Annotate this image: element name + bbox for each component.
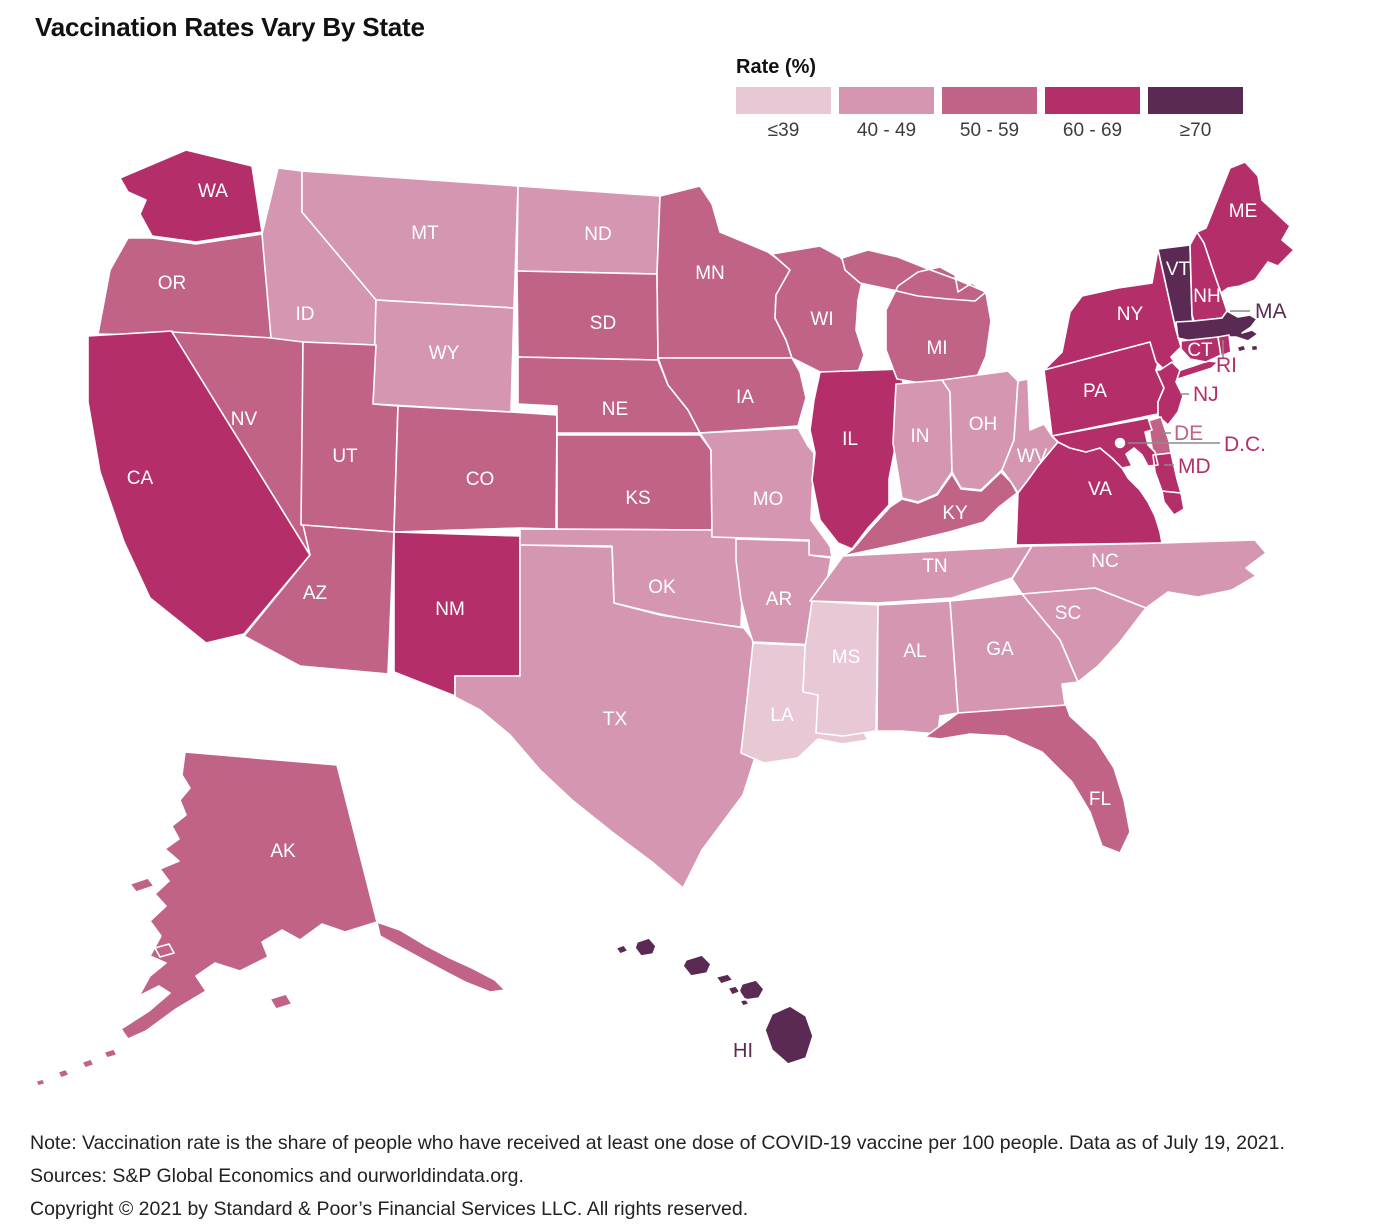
page-title: Vaccination Rates Vary By State: [35, 12, 425, 42]
legend-swatch-5: [1148, 87, 1243, 114]
legend-band-label-5: ≥70: [1179, 120, 1212, 141]
legend-band-5: ≥70: [1148, 87, 1243, 142]
state-label-sd: SD: [590, 313, 616, 334]
state-label-mn: MN: [695, 263, 725, 284]
state-label-ga: GA: [986, 639, 1014, 660]
state-label-nj: NJ: [1193, 383, 1219, 406]
state-label-in: IN: [911, 426, 930, 447]
state-label-wa: WA: [198, 181, 228, 202]
state-label-wi: WI: [810, 309, 833, 330]
state-label-al: AL: [903, 641, 926, 662]
legend-swatch-4: [1045, 87, 1140, 114]
state-sd: [516, 270, 659, 361]
state-ri: [1217, 334, 1232, 357]
state-label-ms: MS: [832, 647, 861, 668]
state-fl: [924, 704, 1131, 854]
state-mo: [699, 427, 833, 558]
state-ky: [842, 471, 1018, 557]
legend-swatch-3: [942, 87, 1037, 114]
state-label-ak: AK: [270, 841, 296, 862]
legend-band-label-2: 40 - 49: [856, 120, 917, 141]
state-wa: [119, 149, 263, 243]
legend-band-label-3: 50 - 59: [959, 120, 1020, 141]
state-label-nm: NM: [435, 599, 465, 620]
footer-sources: Sources: S&P Global Economics and ourwor…: [30, 1165, 524, 1187]
legend: Rate (%) ≤39 40 - 49 50 - 59 60 - 69 ≥70: [736, 56, 1256, 142]
state-label-mt: MT: [411, 223, 439, 244]
state-label-co: CO: [466, 469, 495, 490]
state-label-ar: AR: [766, 589, 792, 610]
state-label-de: DE: [1174, 422, 1203, 445]
legend-band-label-1: ≤39: [767, 120, 800, 141]
state-label-il: IL: [842, 429, 858, 450]
state-ks: [556, 434, 713, 531]
legend-swatch-1: [736, 87, 831, 114]
state-label-nc: NC: [1091, 551, 1118, 572]
legend-swatch-2: [839, 87, 934, 114]
state-label-ok: OK: [648, 577, 676, 598]
footer-copyright: Copyright © 2021 by Standard & Poor’s Fi…: [30, 1198, 749, 1220]
state-label-nv: NV: [231, 409, 258, 430]
state-label-ny: NY: [1117, 304, 1144, 325]
state-label-fl: FL: [1089, 789, 1111, 810]
legend-band-label-4: 60 - 69: [1062, 120, 1123, 141]
state-mi: [841, 249, 992, 387]
state-label-va: VA: [1088, 479, 1112, 500]
state-label-pa: PA: [1083, 381, 1107, 402]
legend-band-1: ≤39: [736, 87, 831, 142]
state-label-ky: KY: [942, 503, 968, 524]
state-label-sc: SC: [1055, 603, 1081, 624]
state-nj: [1155, 361, 1184, 426]
state-tx: [454, 544, 759, 889]
state-me: [1196, 161, 1295, 294]
state-label-az: AZ: [303, 583, 328, 604]
state-label-ut: UT: [332, 446, 358, 467]
state-label-ri: RI: [1216, 354, 1237, 377]
footer-note: Note: Vaccination rate is the share of p…: [30, 1132, 1285, 1154]
state-label-wy: WY: [429, 343, 460, 364]
state-al: [876, 600, 959, 735]
state-label-tn: TN: [922, 556, 947, 577]
state-label-or: OR: [158, 273, 187, 294]
state-tn: [809, 545, 1033, 604]
state-label-ma: MA: [1255, 300, 1287, 323]
state-label-nh: NH: [1193, 286, 1220, 307]
footer: Note: Vaccination rate is the share of p…: [30, 1130, 1380, 1229]
state-md: [1051, 417, 1182, 494]
state-ia: [657, 357, 807, 434]
state-label-la: LA: [770, 705, 794, 726]
state-label-oh: OH: [969, 414, 998, 435]
state-hi: [615, 937, 814, 1065]
state-label-tx: TX: [603, 709, 628, 730]
state-label-md: MD: [1178, 455, 1211, 478]
state-label-hi: HI: [733, 1040, 753, 1062]
state-az: [243, 524, 395, 675]
dc-marker-icon: [1112, 435, 1128, 451]
state-label-ca: CA: [127, 468, 154, 489]
legend-title: Rate (%): [736, 56, 817, 78]
state-ak: [35, 751, 506, 1087]
state-label-mo: MO: [753, 489, 784, 510]
legend-bands: ≤39 40 - 49 50 - 59 60 - 69 ≥70: [736, 87, 1256, 142]
legend-band-3: 50 - 59: [942, 87, 1037, 142]
state-label-dc: D.C.: [1224, 433, 1266, 456]
state-label-nd: ND: [584, 224, 611, 245]
state-label-mi: MI: [926, 338, 947, 359]
state-label-ks: KS: [625, 488, 650, 509]
state-label-wv: WV: [1017, 446, 1048, 467]
state-label-ia: IA: [736, 387, 754, 408]
state-label-vt: VT: [1166, 259, 1191, 280]
state-label-me: ME: [1229, 201, 1258, 222]
state-label-ct: CT: [1187, 340, 1213, 361]
state-label-ne: NE: [602, 399, 628, 420]
legend-band-2: 40 - 49: [839, 87, 934, 142]
legend-band-4: 60 - 69: [1045, 87, 1140, 142]
state-label-id: ID: [296, 304, 315, 325]
